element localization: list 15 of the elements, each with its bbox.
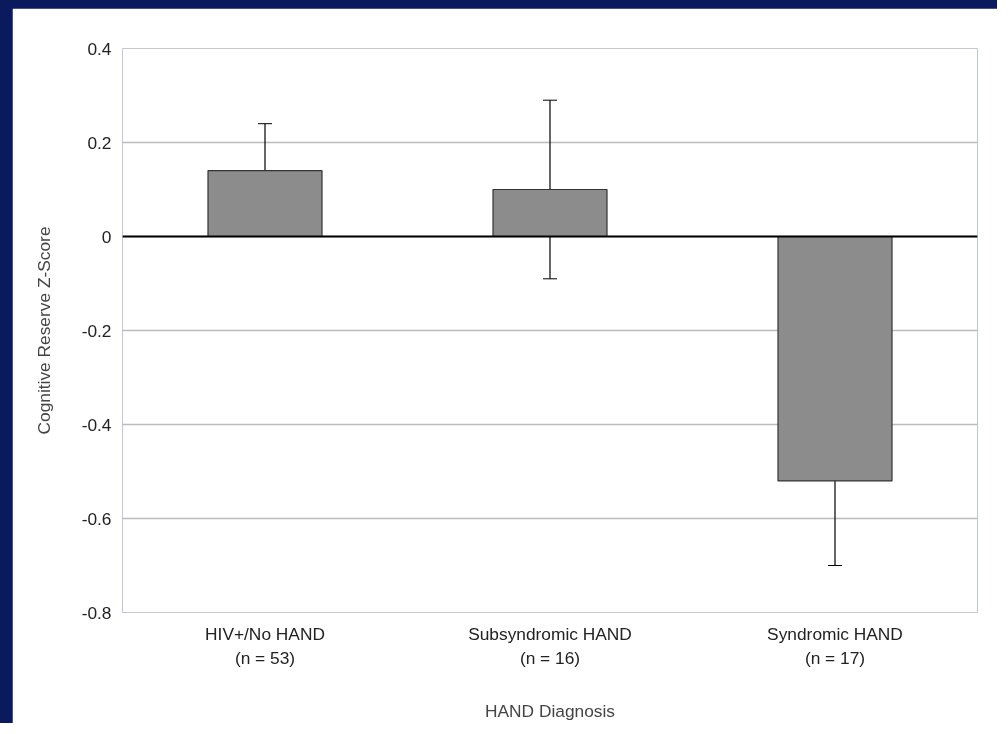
- bar: [492, 188, 608, 238]
- x-tick-label: Syndromic HAND (n = 17): [767, 623, 903, 668]
- y-tick-label: 0.2: [87, 132, 112, 153]
- x-tick-label: Subsyndromic HAND (n = 16): [468, 623, 632, 668]
- bar: [207, 170, 323, 238]
- y-axis-title: Cognitive Reserve Z-Score: [33, 226, 54, 435]
- x-tick-label: HIV+/No HAND (n = 53): [205, 623, 325, 668]
- bar: [777, 235, 893, 482]
- y-tick-label: -0.4: [81, 414, 112, 435]
- y-tick-label: 0: [101, 226, 112, 247]
- y-tick-label: -0.2: [81, 320, 112, 341]
- y-tick-label: -0.6: [81, 508, 112, 529]
- y-tick-label: 0.4: [87, 38, 112, 59]
- y-tick-label: -0.8: [81, 602, 112, 623]
- x-axis-title: HAND Diagnosis: [485, 700, 616, 721]
